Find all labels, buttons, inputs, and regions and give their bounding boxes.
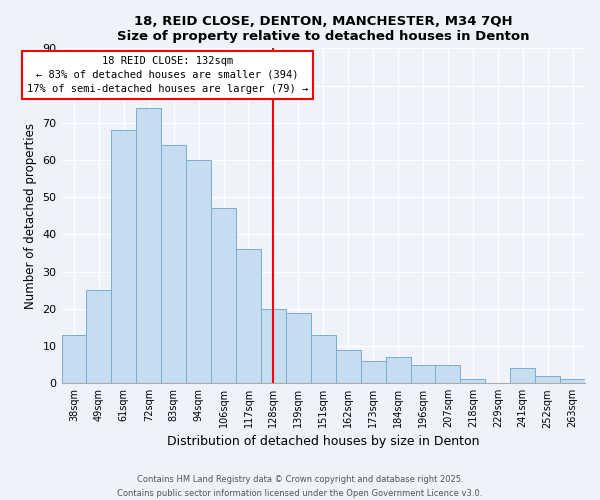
X-axis label: Distribution of detached houses by size in Denton: Distribution of detached houses by size …	[167, 434, 479, 448]
Bar	[436, 364, 460, 383]
Text: Contains HM Land Registry data © Crown copyright and database right 2025.
Contai: Contains HM Land Registry data © Crown c…	[118, 476, 482, 498]
Bar	[62, 335, 86, 383]
Bar	[460, 380, 485, 383]
Bar	[386, 357, 410, 383]
Bar	[336, 350, 361, 383]
Bar	[286, 312, 311, 383]
Bar	[560, 380, 585, 383]
Bar	[161, 145, 186, 383]
Bar	[86, 290, 112, 383]
Bar	[136, 108, 161, 383]
Text: 18 REID CLOSE: 132sqm
← 83% of detached houses are smaller (394)
17% of semi-det: 18 REID CLOSE: 132sqm ← 83% of detached …	[27, 56, 308, 94]
Bar	[410, 364, 436, 383]
Bar	[261, 309, 286, 383]
Bar	[211, 208, 236, 383]
Bar	[361, 361, 386, 383]
Bar	[311, 335, 336, 383]
Y-axis label: Number of detached properties: Number of detached properties	[24, 123, 37, 309]
Bar	[510, 368, 535, 383]
Bar	[535, 376, 560, 383]
Bar	[236, 249, 261, 383]
Bar	[112, 130, 136, 383]
Bar	[186, 160, 211, 383]
Title: 18, REID CLOSE, DENTON, MANCHESTER, M34 7QH
Size of property relative to detache: 18, REID CLOSE, DENTON, MANCHESTER, M34 …	[117, 15, 530, 43]
